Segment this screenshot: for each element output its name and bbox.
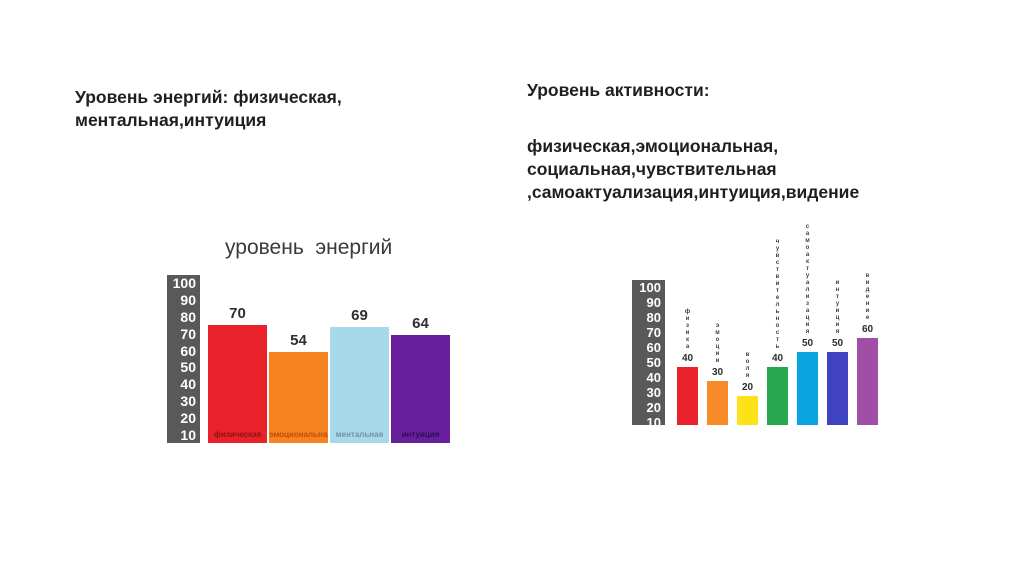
bar-category-label: эмоции [714,323,721,365]
bar-value-label: 54 [290,332,307,349]
bar-column: воля 20 [737,352,758,425]
bar-category-label: самоактуализация [804,224,811,336]
energy-chart-y-axis: 100 90 80 70 60 50 40 30 20 10 [167,275,200,443]
bar [737,396,758,425]
y-axis-tick: 60 [646,340,661,355]
activity-chart-body: 100 90 80 70 60 50 40 30 20 10 физика 40 эмоции 30 во… [632,224,878,430]
y-axis-tick: 20 [180,409,196,426]
y-axis-tick: 90 [646,295,661,310]
y-axis-tick: 30 [180,392,196,409]
bar-column: самоактуализация 50 [797,224,818,425]
bar-column: интуиция 50 [827,280,848,425]
bar-column: 54 эмоциональная [269,332,328,443]
bar-value-label: 69 [351,307,368,324]
bar-column: 70 физическая [208,305,267,443]
bar-column: чувствительность 40 [767,239,788,425]
y-axis-tick: 50 [646,355,661,370]
activity-heading: Уровень активности: физическая,эмоционал… [527,56,947,228]
activity-chart-bars: физика 40 эмоции 30 воля 20 чувствительность 40… [677,224,878,425]
activity-heading-body: физическая,эмоциональная, социальная,чув… [527,136,860,203]
y-axis-tick: 30 [646,385,661,400]
y-axis-tick: 20 [646,400,661,415]
y-axis-tick: 100 [172,275,196,292]
bar [827,352,848,425]
bar: эмоциональная [269,352,328,443]
bar-value-label: 50 [801,338,814,349]
activity-level-chart: 100 90 80 70 60 50 40 30 20 10 физика 40 эмоции 30 во… [632,224,878,430]
bar-value-label: 64 [412,315,429,332]
bar-category-label: интуиция [401,430,440,439]
bar: физическая [208,325,267,443]
y-axis-tick: 10 [180,426,196,443]
bar [677,367,698,425]
y-axis-tick: 100 [639,280,661,295]
bar-value-label: 50 [831,338,844,349]
bar: ментальная [330,327,389,443]
bar-value-label: 40 [771,353,784,364]
bar: интуиция [391,335,450,443]
y-axis-tick: 70 [180,325,196,342]
y-axis-tick: 10 [646,415,661,430]
energy-heading: Уровень энергий: физическая, ментальная,… [75,87,342,131]
y-axis-tick: 60 [180,342,196,359]
bar-category-label: ментальная [335,430,384,439]
y-axis-tick: 50 [180,359,196,376]
bar-value-label: 20 [741,382,754,393]
bar-column: 64 интуиция [391,315,450,443]
bar-category-label: видение [864,273,871,322]
bar [857,338,878,425]
y-axis-tick: 40 [646,370,661,385]
bar-category-label: физическая [213,430,262,439]
bar-value-label: 60 [861,324,874,335]
y-axis-tick: 70 [646,325,661,340]
activity-chart-y-axis: 100 90 80 70 60 50 40 30 20 10 [632,280,665,430]
y-axis-tick: 40 [180,376,196,393]
bar-column: видение 60 [857,273,878,425]
energy-chart-bars: 70 физическая 54 эмоциональная 69 ментальная 6… [208,275,450,443]
bar-column: эмоции 30 [707,323,728,425]
bar-column: 69 ментальная [330,307,389,443]
y-axis-tick: 80 [646,310,661,325]
energy-chart-title: уровень энергий [225,236,393,259]
bar [797,352,818,425]
energy-level-chart: уровень энергий 100 90 80 70 60 50 40 30 20 10 70… [167,236,450,443]
bar-category-label: воля [744,352,751,380]
bar-category-label: интуиция [834,280,841,336]
bar-category-label: эмоциональная [269,430,328,439]
bar [767,367,788,425]
bar-value-label: 40 [681,353,694,364]
bar-value-label: 30 [711,367,724,378]
bar-category-label: физика [684,309,691,351]
bar-column: физика 40 [677,309,698,425]
energy-chart-body: 100 90 80 70 60 50 40 30 20 10 70 физическая 54 эмоц… [167,275,450,443]
bar [707,381,728,425]
y-axis-tick: 80 [180,308,196,325]
y-axis-tick: 90 [180,292,196,309]
bar-value-label: 70 [229,305,246,322]
bar-category-label: чувствительность [774,239,781,351]
activity-heading-title: Уровень активности: [527,80,710,101]
